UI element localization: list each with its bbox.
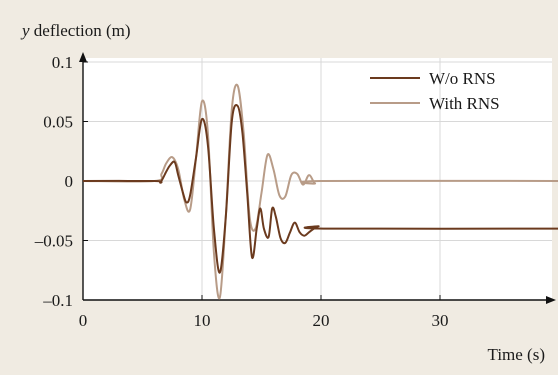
- x-tick-label-2: 20: [313, 311, 330, 330]
- legend-label-1: With RNS: [429, 94, 500, 113]
- y-axis-arrow: [79, 52, 87, 62]
- x-tick-label-1: 10: [194, 311, 211, 330]
- plot-area: 0.1 0.05 0 –0.05 –0.1 0 10 20 30 W/o RNS With RNS: [34, 52, 558, 330]
- y-axis-title: y deflection (m): [20, 21, 131, 40]
- y-axis-title-var: y: [20, 21, 30, 40]
- x-axis-title: Time (s): [488, 345, 545, 364]
- y-tick-label-4: –0.1: [42, 291, 73, 310]
- y-tick-label-1: 0.05: [43, 113, 73, 132]
- x-tick-label-3: 30: [432, 311, 449, 330]
- series-line-1: [82, 83, 558, 300]
- x-axis-arrow: [546, 296, 556, 304]
- y-tick-label-2: 0: [65, 172, 74, 191]
- legend-label-0: W/o RNS: [429, 69, 496, 88]
- x-tick-label-0: 0: [79, 311, 88, 330]
- series-line-0: [82, 103, 558, 274]
- y-axis-title-rest: deflection (m): [30, 21, 131, 40]
- y-tick-label-3: –0.05: [34, 232, 73, 251]
- y-tick-label-0: 0.1: [52, 53, 73, 72]
